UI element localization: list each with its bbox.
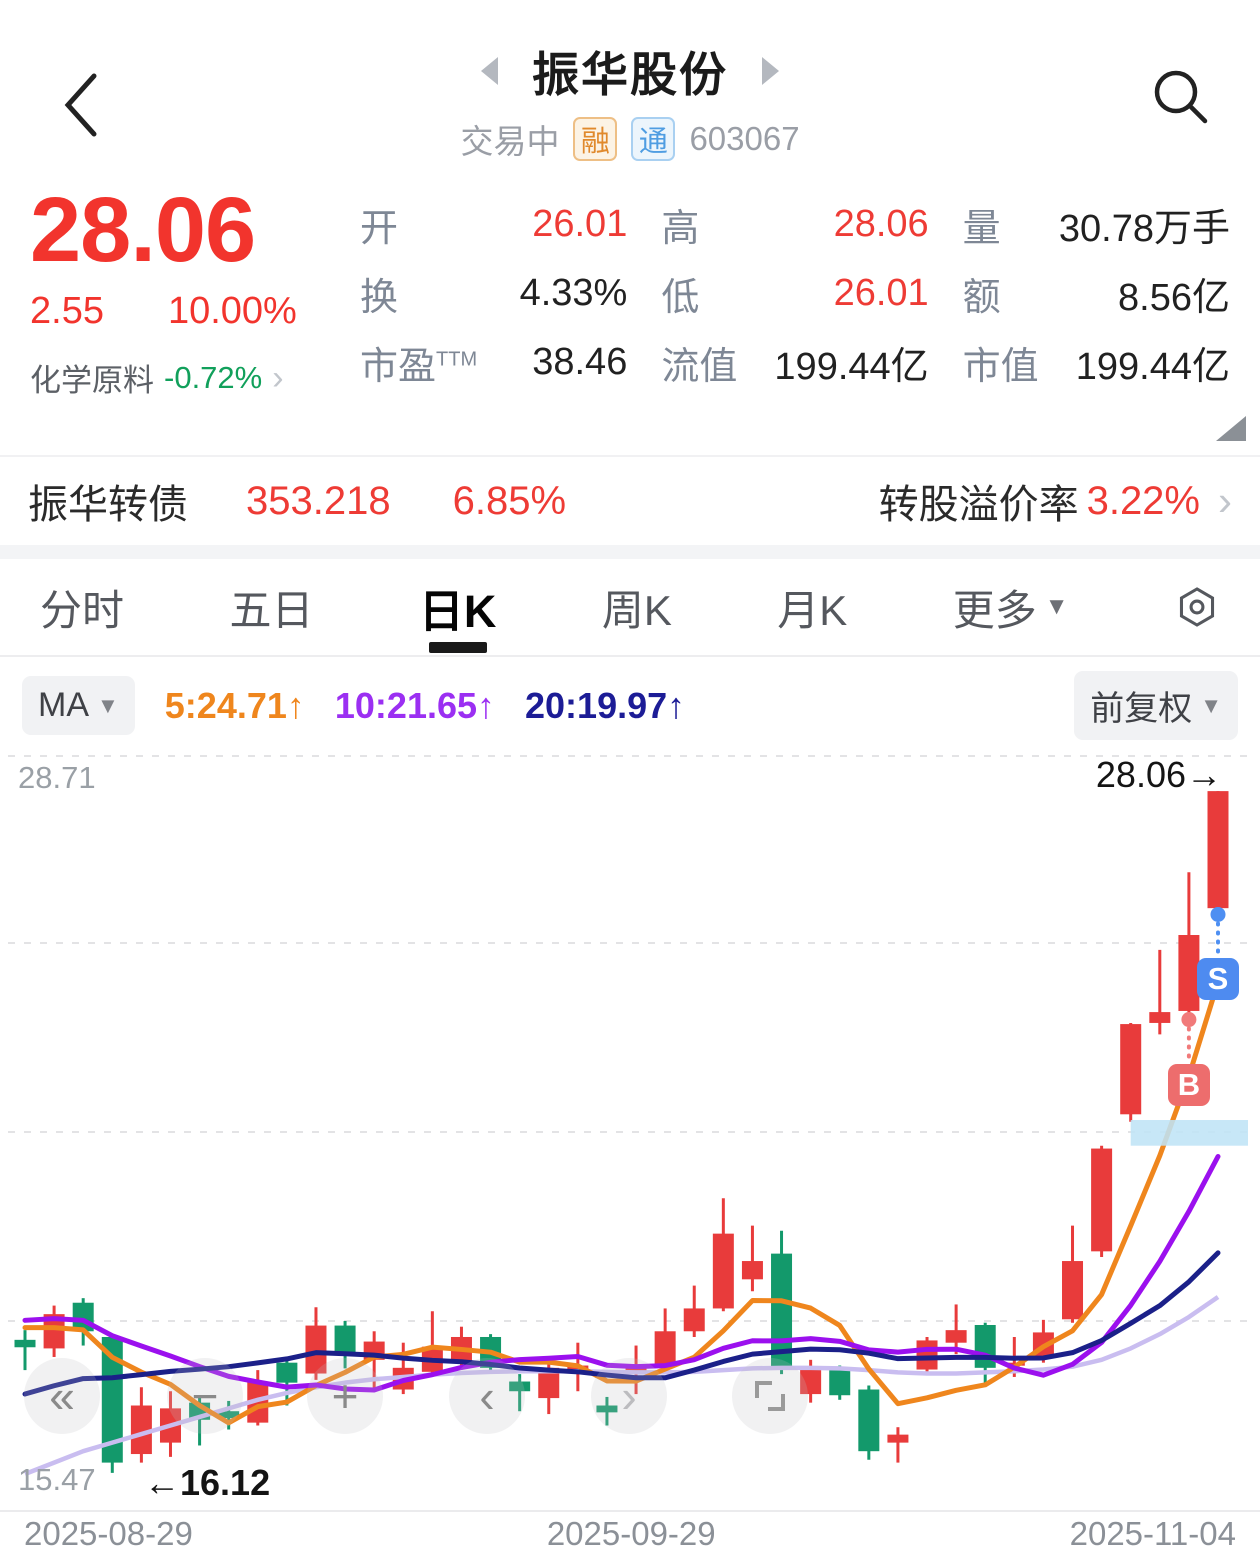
ma10-value: 10:21.65↑ [334, 684, 496, 726]
bond-chevron-icon: › [1218, 477, 1232, 524]
y-axis-min-label: 15.47 [18, 1462, 96, 1497]
price-change: 2.55 [30, 290, 104, 332]
stat-low: 低 26.01 [661, 272, 929, 319]
search-icon [1154, 70, 1208, 124]
zoom-out-button[interactable]: − [167, 1358, 243, 1434]
tab-more[interactable]: 更多 ▼ [952, 586, 1069, 634]
chart-settings-icon[interactable] [1174, 584, 1220, 630]
quote-panel: 28.06 2.55 10.00% 化学原料 -0.72% › 开 26.01 高… [0, 170, 1260, 455]
stat-high: 高 28.06 [661, 203, 929, 250]
price-change-percent: 10.00% [167, 290, 297, 332]
caret-down-icon: ▼ [1200, 692, 1222, 718]
premium-value: 3.22% [1086, 478, 1200, 523]
period-tabs: 分时 五日 日K 周K 月K 更多 ▼ [0, 559, 1260, 657]
search-button[interactable] [1148, 64, 1212, 128]
ma-selector[interactable]: MA ▼ [22, 676, 135, 735]
zoom-in-button[interactable]: + [307, 1358, 383, 1434]
premium-label: 转股溢价率 [878, 483, 1079, 527]
stat-volume: 量 30.78万手 [962, 208, 1230, 250]
caret-down-icon: ▼ [97, 692, 119, 718]
stat-float-cap: 流值 199.44亿 [661, 346, 929, 388]
stat-turnover: 换 4.33% [360, 272, 628, 319]
fullscreen-icon [755, 1381, 785, 1411]
top-nav: 振华股份 交易中 融 通 603067 [0, 0, 1260, 170]
stat-market-cap: 市值 199.44亿 [962, 346, 1230, 388]
stat-open: 开 26.01 [360, 203, 628, 250]
page-title: 振华股份 [532, 48, 728, 101]
expand-stats-button[interactable] [1216, 416, 1246, 441]
buy-marker-badge: B [1167, 1063, 1210, 1106]
sell-marker-badge: S [1197, 958, 1239, 1001]
bond-name: 振华转债 [28, 483, 188, 527]
connect-badge: 通 [631, 117, 676, 161]
sector-name: 化学原料 [30, 363, 154, 398]
bond-row[interactable]: 振华转债 353.218 6.85% 转股溢价率 3.22% › [0, 455, 1260, 545]
section-divider [0, 545, 1260, 559]
stock-code: 603067 [689, 120, 800, 157]
tab-minute[interactable]: 分时 [40, 586, 125, 634]
current-price: 28.06 [30, 179, 256, 281]
y-axis-max-label: 28.71 [18, 760, 96, 795]
caret-down-icon: ▼ [1044, 593, 1069, 620]
date-mid: 2025-09-29 [546, 1515, 716, 1552]
stat-amount: 额 8.56亿 [962, 277, 1230, 319]
bond-change-percent: 6.85% [452, 478, 567, 523]
prev-stock-icon[interactable] [481, 56, 498, 85]
chart-area: 28.71 15.47 28.06→ ←16.12 « − + ‹ › B S [0, 754, 1260, 1510]
price-change-row: 2.55 10.00% [30, 290, 348, 333]
sector-change: -0.72% [164, 359, 263, 395]
last-price-annotation: 28.06→ [1095, 754, 1222, 795]
adjust-mode-selector[interactable]: 前复权 ▼ [1074, 671, 1238, 740]
ma-bar: MA ▼ 5:24.71↑ 10:21.65↑ 20:19.97↑ 前复权 ▼ [0, 657, 1260, 754]
pan-left-button[interactable]: ‹ [449, 1358, 525, 1434]
fullscreen-button[interactable] [732, 1358, 808, 1434]
tab-weekly-k[interactable]: 周K [601, 586, 672, 634]
tab-daily-k[interactable]: 日K [419, 559, 497, 655]
pan-right-button[interactable]: › [591, 1358, 667, 1434]
back-chevron-icon [64, 73, 97, 137]
sector-chevron-icon: › [272, 358, 284, 397]
stat-pe: 市盈TTM 38.46 [360, 341, 628, 388]
kline-chart[interactable] [0, 754, 1260, 1510]
trading-status: 交易中 [460, 123, 560, 160]
tab-five-day[interactable]: 五日 [229, 586, 314, 634]
stats-grid: 开 26.01 高 28.06 量 30.78万手 换 4.33% 低 26.01 额 8.… [348, 184, 1230, 455]
bond-price: 353.218 [246, 478, 391, 523]
back-button[interactable] [52, 70, 112, 140]
low-price-annotation: ←16.12 [144, 1462, 271, 1503]
date-left: 2025-08-29 [24, 1515, 193, 1552]
margin-badge: 融 [573, 117, 618, 161]
x-axis-dates: 2025-08-29 2025-09-29 2025-11-04 [0, 1510, 1260, 1555]
ma5-value: 5:24.71↑ [164, 684, 305, 726]
date-right: 2025-11-04 [1069, 1515, 1236, 1552]
tab-monthly-k[interactable]: 月K [777, 586, 848, 634]
ma20-value: 20:19.97↑ [525, 684, 686, 726]
rewind-button[interactable]: « [24, 1358, 100, 1434]
sector-link[interactable]: 化学原料 -0.72% › [30, 355, 348, 400]
next-stock-icon[interactable] [762, 56, 779, 85]
